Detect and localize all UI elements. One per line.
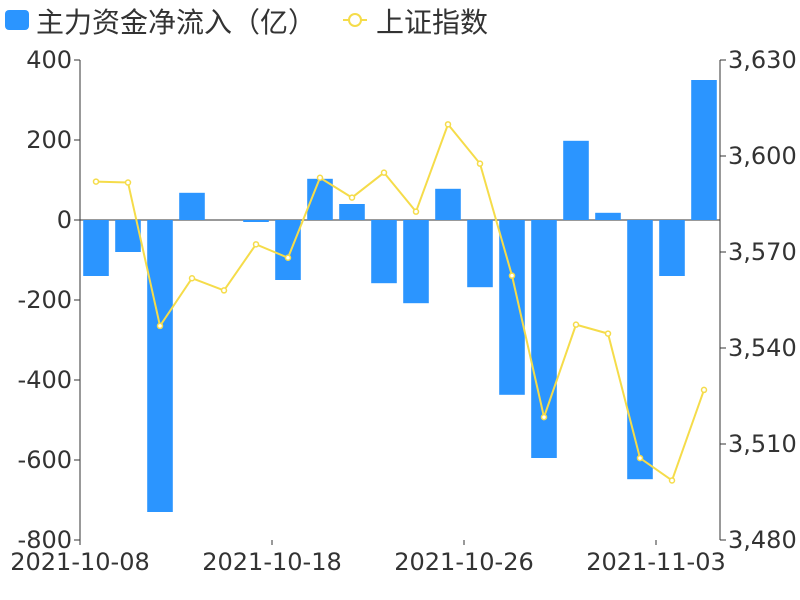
x-tick-label: 2021-11-03: [586, 548, 725, 576]
line-point[interactable]: [348, 194, 356, 201]
line-point[interactable]: [412, 208, 420, 215]
line-point[interactable]: [252, 241, 260, 248]
line-point[interactable]: [380, 169, 388, 176]
right-tick-label: 3,510: [728, 430, 797, 458]
bar[interactable]: [467, 220, 493, 288]
x-tick-label: 2021-10-08: [10, 548, 149, 576]
left-tick-label: -400: [18, 366, 72, 394]
legend-swatch-bar: [5, 10, 29, 30]
legend-label-flow: 主力资金净流入（亿）: [36, 6, 316, 39]
bar[interactable]: [403, 220, 429, 304]
line-point[interactable]: [476, 160, 484, 167]
x-tick-label: 2021-10-26: [394, 548, 533, 576]
legend: 主力资金净流入（亿） 上证指数: [5, 6, 488, 39]
right-tick-label: 3,570: [728, 238, 797, 266]
bar[interactable]: [691, 80, 717, 220]
bar[interactable]: [595, 212, 621, 220]
right-axis-ticks: 3,630 3,600 3,570 3,540 3,510 3,480: [720, 46, 797, 554]
line-point[interactable]: [572, 321, 580, 328]
bar[interactable]: [435, 188, 461, 220]
right-tick-label: 3,630: [728, 46, 797, 74]
line-point[interactable]: [604, 330, 612, 337]
line-point[interactable]: [220, 287, 228, 294]
left-tick-label: -800: [18, 526, 72, 554]
bar-series: [83, 80, 717, 512]
left-tick-label: -200: [18, 286, 72, 314]
x-axis-ticks: 2021-10-08 2021-10-18 2021-10-26 2021-11-03: [10, 540, 726, 576]
right-tick-label: 3,480: [728, 526, 797, 554]
bar[interactable]: [83, 220, 109, 276]
bar[interactable]: [563, 140, 589, 220]
left-tick-label: 400: [26, 46, 72, 74]
line-point[interactable]: [700, 386, 708, 394]
right-tick-label: 3,600: [728, 142, 797, 170]
line-point[interactable]: [156, 322, 164, 330]
line-point[interactable]: [284, 254, 292, 262]
left-axis-ticks: 400 200 0 -200 -400 -600 -800: [18, 46, 80, 554]
line-point[interactable]: [444, 121, 452, 128]
legend-swatch-marker: [348, 13, 362, 27]
bar[interactable]: [179, 192, 205, 220]
bar[interactable]: [243, 220, 269, 222]
left-tick-label: -600: [18, 446, 72, 474]
bar[interactable]: [275, 220, 301, 280]
bar[interactable]: [147, 220, 173, 512]
line-point[interactable]: [540, 413, 548, 421]
bar[interactable]: [371, 220, 397, 284]
bar[interactable]: [339, 204, 365, 220]
index-line: [95, 122, 705, 483]
line-point[interactable]: [92, 178, 100, 185]
line-point[interactable]: [188, 274, 196, 282]
bar[interactable]: [531, 220, 557, 458]
bar[interactable]: [627, 220, 653, 480]
left-tick-label: 0: [57, 206, 72, 234]
line-point[interactable]: [124, 179, 132, 186]
line-point[interactable]: [636, 454, 644, 462]
line-point[interactable]: [316, 174, 324, 182]
legend-item-index[interactable]: 上证指数: [343, 6, 488, 39]
left-tick-label: 200: [26, 126, 72, 154]
x-tick-label: 2021-10-18: [202, 548, 341, 576]
line-point[interactable]: [668, 477, 676, 484]
line-series: [92, 121, 708, 484]
line-point[interactable]: [508, 272, 516, 279]
legend-item-flow[interactable]: 主力资金净流入（亿）: [5, 6, 316, 39]
legend-label-index: 上证指数: [376, 6, 488, 39]
bar[interactable]: [659, 220, 685, 276]
right-tick-label: 3,540: [728, 334, 797, 362]
